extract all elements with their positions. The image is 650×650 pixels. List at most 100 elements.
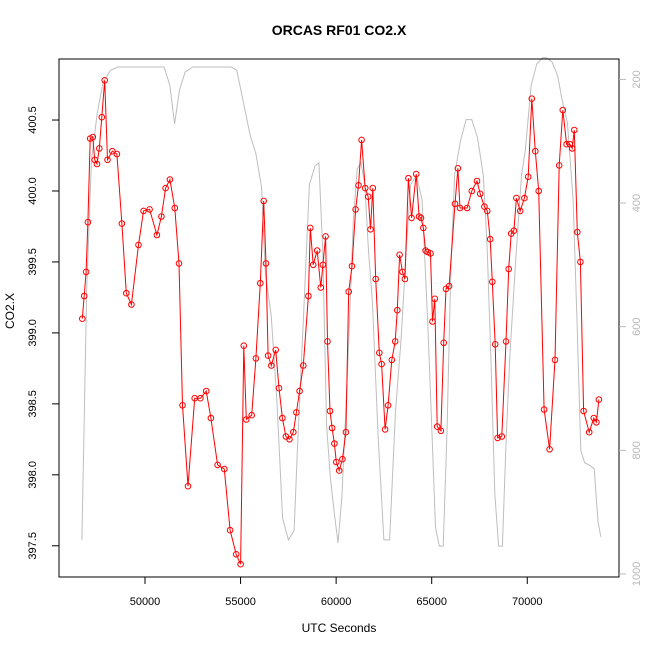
y-axis-left: 397.5 398.0 398.5 399.0 399.5 400.0 400.5 <box>27 106 59 560</box>
co2-point <box>574 228 581 236</box>
x-axis-label: UTC Seconds <box>302 621 377 635</box>
co2-point <box>345 288 353 296</box>
y-axis-right: 200 400 600 800 1000 <box>619 70 643 586</box>
co2-point <box>352 206 359 213</box>
co2-point <box>80 292 88 300</box>
co2-point <box>275 384 283 392</box>
co2-point <box>456 204 464 212</box>
co2-point <box>376 349 383 357</box>
co2-point <box>502 338 510 345</box>
co2-point <box>372 275 380 283</box>
co2-point <box>486 235 494 243</box>
co2-point <box>123 289 130 297</box>
co2-point <box>128 301 135 308</box>
co2-point <box>272 346 280 354</box>
co2-point <box>348 262 356 270</box>
co2-point <box>369 184 377 192</box>
co2-point <box>207 414 215 422</box>
co2-point <box>521 194 528 202</box>
co2-point <box>415 213 423 220</box>
co2-point <box>317 284 325 291</box>
x-tick-label: 50000 <box>130 596 161 608</box>
co2-line <box>81 80 600 565</box>
co2-point <box>153 231 161 239</box>
co2-point <box>179 402 186 409</box>
co2-point <box>328 424 336 432</box>
y2-tick-label: 1000 <box>631 562 643 586</box>
co2-point <box>333 458 340 466</box>
x-tick-label: 60000 <box>321 596 352 608</box>
co2-point <box>98 113 106 121</box>
co2-point <box>109 147 116 155</box>
co2-point <box>264 352 272 359</box>
co2-point <box>571 126 578 134</box>
x-tick-label: 55000 <box>225 596 256 608</box>
co2-point <box>162 184 169 192</box>
co2-point <box>473 177 481 185</box>
co2-point <box>104 156 111 164</box>
co2-point <box>433 423 441 430</box>
co2-point <box>361 184 369 192</box>
co2-point <box>355 182 362 189</box>
y-tick-label: 399.0 <box>27 319 39 347</box>
co2-point <box>248 411 255 419</box>
co2-point <box>468 187 476 195</box>
co2-point <box>429 318 436 325</box>
co2-point <box>524 173 532 181</box>
y-tick-label: 399.5 <box>27 248 39 276</box>
co2-point <box>399 268 406 276</box>
co2-point <box>577 258 584 266</box>
y2-tick-label: 600 <box>631 318 643 336</box>
co2-point <box>580 407 587 415</box>
co2-point <box>307 224 314 232</box>
co2-point <box>451 200 459 208</box>
co2-point <box>135 241 142 249</box>
co2-point <box>262 260 270 267</box>
co2-point <box>146 206 153 213</box>
co2-series-layer <box>79 77 603 568</box>
co2-point <box>335 467 343 474</box>
co2-point <box>113 150 121 158</box>
pressure-series-layer <box>81 57 602 547</box>
co2-point <box>454 165 462 172</box>
co2-point <box>82 268 90 276</box>
co2-point <box>184 482 192 490</box>
co2-point <box>305 292 312 300</box>
x-tick-label: 70000 <box>512 596 543 608</box>
co2-point <box>391 338 399 345</box>
co2-point <box>494 434 501 442</box>
co2-point <box>593 419 600 426</box>
co2-point <box>313 247 321 254</box>
co2-point <box>290 428 297 436</box>
co2-point <box>513 194 520 202</box>
co2-point <box>260 197 268 205</box>
co2-point <box>378 360 385 368</box>
y-tick-label: 398.0 <box>27 461 39 489</box>
co2-point <box>240 342 248 350</box>
co2-point <box>551 356 559 364</box>
co2-point <box>331 440 338 447</box>
y-tick-label: 397.5 <box>27 532 39 560</box>
co2-point <box>309 261 317 269</box>
co2-point <box>342 428 350 436</box>
co2-point <box>420 224 427 232</box>
co2-point <box>489 278 496 286</box>
co2-point <box>252 355 260 362</box>
co2-point <box>96 145 103 152</box>
co2-point <box>339 455 346 463</box>
co2-point <box>101 77 108 84</box>
co2-point <box>197 394 204 402</box>
y2-tick-label: 400 <box>631 194 643 212</box>
y-tick-label: 400.0 <box>27 177 39 205</box>
co2-point <box>89 133 97 141</box>
co2-point <box>358 136 365 144</box>
co2-point <box>324 338 331 345</box>
co2-point <box>296 387 303 395</box>
co2-point <box>300 362 307 369</box>
co2-point <box>510 227 518 234</box>
co2-point <box>279 414 286 422</box>
co2-point <box>226 526 234 534</box>
co2-point <box>405 174 412 182</box>
co2-point <box>555 162 563 169</box>
